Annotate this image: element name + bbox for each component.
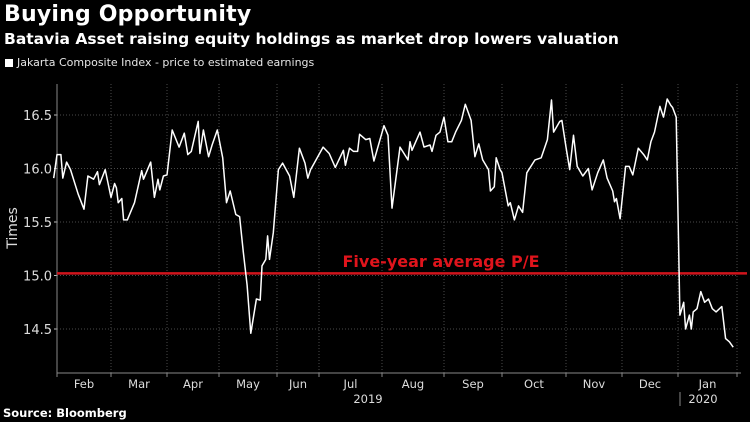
y-tick-label: 16.5 bbox=[23, 109, 52, 124]
y-tick-label: 14.5 bbox=[23, 323, 52, 338]
reference-line-label: Five-year average P/E bbox=[342, 252, 539, 271]
legend-swatch bbox=[5, 58, 13, 67]
year-label: 2019 bbox=[353, 392, 382, 406]
grid bbox=[56, 84, 738, 373]
x-tick-label: Dec bbox=[639, 377, 661, 391]
x-tick-label: Oct bbox=[524, 377, 544, 391]
x-tick-label: Jul bbox=[343, 377, 358, 391]
x-tick-label: Aug bbox=[402, 377, 424, 391]
legend: Jakarta Composite Index - price to estim… bbox=[5, 56, 314, 69]
legend-label: Jakarta Composite Index - price to estim… bbox=[17, 56, 315, 69]
chart-title: Buying Opportunity bbox=[4, 2, 252, 27]
series-line-group bbox=[52, 98, 734, 348]
series-line bbox=[52, 98, 734, 348]
x-tick-label: Jan bbox=[698, 377, 717, 391]
chart-subtitle: Batavia Asset raising equity holdings as… bbox=[4, 30, 619, 48]
x-axis: Feb Mar Apr May Jun Jul Aug Sep Oct Nov Dec Jan 2019… bbox=[56, 372, 741, 406]
y-tick-label: 15.5 bbox=[23, 216, 52, 231]
x-tick-label: Sep bbox=[462, 377, 484, 391]
y-axis-label: Times bbox=[5, 207, 21, 250]
y-tick-label: 15.0 bbox=[23, 270, 52, 285]
x-tick-label: Apr bbox=[183, 377, 203, 391]
y-tick-label: 16.0 bbox=[23, 163, 52, 178]
x-tick-label: Feb bbox=[74, 377, 94, 391]
x-tick-label: May bbox=[236, 377, 260, 391]
year-label: 2020 bbox=[688, 392, 717, 406]
x-tick-label: Jun bbox=[288, 377, 307, 391]
source-note: Source: Bloomberg bbox=[3, 406, 127, 420]
x-tick-label: Nov bbox=[583, 377, 606, 391]
y-axis: 14.5 15.0 15.5 16.0 16.5 bbox=[23, 84, 58, 373]
x-tick-label: Mar bbox=[128, 377, 150, 391]
